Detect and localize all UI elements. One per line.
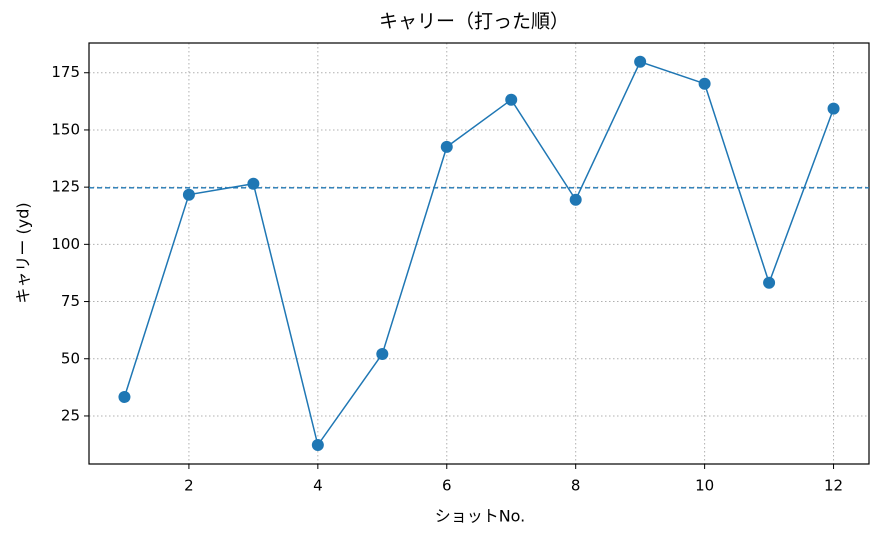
- data-point: [118, 390, 131, 403]
- y-tick-label: 150: [51, 120, 80, 138]
- data-point: [698, 77, 711, 90]
- x-tick-label: 10: [695, 477, 714, 495]
- y-tick-label: 50: [61, 349, 80, 367]
- x-tick-label: 8: [571, 477, 581, 495]
- data-point: [634, 55, 647, 68]
- x-tick-label: 12: [824, 477, 843, 495]
- y-axis-label: キャリー (yd): [14, 202, 33, 303]
- y-tick-label: 75: [61, 292, 80, 310]
- data-point: [376, 347, 389, 360]
- series-line: [123, 60, 835, 447]
- plot-frame: [88, 42, 870, 465]
- data-point: [827, 102, 840, 115]
- data-point: [247, 177, 260, 190]
- data-point: [440, 140, 453, 153]
- x-tick-label: 4: [313, 477, 323, 495]
- chart-title: キャリー（打った順）: [379, 11, 569, 33]
- x-tick-label: 2: [184, 477, 194, 495]
- x-axis-label: ショットNo.: [435, 507, 526, 526]
- data-point: [311, 439, 324, 452]
- data-point: [569, 193, 582, 206]
- y-tick-label: 125: [51, 178, 80, 196]
- data-point: [763, 276, 776, 289]
- data-point: [505, 93, 518, 106]
- y-tick-label: 100: [51, 235, 80, 253]
- y-tick-label: 25: [61, 406, 80, 424]
- x-tick-label: 6: [442, 477, 452, 495]
- data-point: [182, 188, 195, 201]
- y-tick-label: 175: [51, 63, 80, 81]
